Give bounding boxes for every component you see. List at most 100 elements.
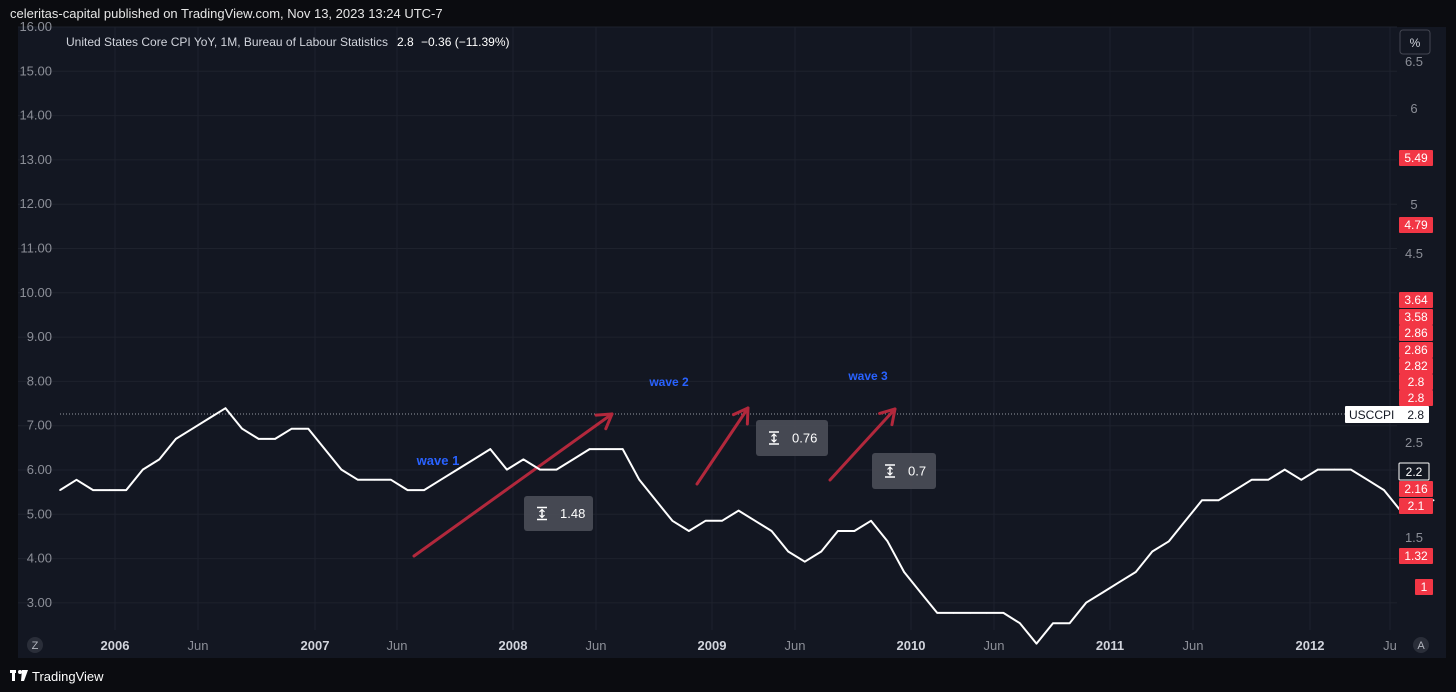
- footer-brand: TradingView: [32, 669, 104, 684]
- data-point: [274, 438, 276, 440]
- data-point: [1432, 499, 1435, 502]
- data-point: [1151, 550, 1154, 553]
- data-point: [439, 479, 442, 481]
- data-point: [870, 520, 872, 522]
- data-point: [390, 479, 392, 481]
- left-axis-tick-label: 4.00: [27, 551, 52, 566]
- trend-arrow-head: [594, 412, 614, 431]
- trend-arrow: [412, 412, 614, 558]
- time-axis-label: Ju: [1383, 638, 1397, 653]
- right-badges: 5.49 4.79 3.64 3.58 2.86 2.86 2.82 2.8 2.8 2.16 2.…: [1399, 150, 1433, 595]
- wave-labels: wave 1 wave 2 wave 3: [416, 369, 888, 468]
- data-point: [1300, 479, 1303, 481]
- data-point: [75, 479, 78, 481]
- left-axis-tick-label: 6.00: [27, 462, 52, 477]
- time-axis-label: 2011: [1096, 638, 1124, 653]
- data-point: [555, 468, 558, 471]
- data-point: [1317, 468, 1319, 471]
- time-axis-label: Jun: [188, 638, 209, 653]
- left-axis-tick-label: 10.00: [19, 285, 52, 300]
- annotation-arrows: [412, 406, 897, 558]
- auto-scale-button[interactable]: A: [1413, 637, 1429, 653]
- trend-arrow-head: [878, 407, 897, 427]
- axis-badge: 1.32: [1399, 548, 1433, 564]
- unit-toggle-label: %: [1410, 36, 1421, 50]
- data-point: [704, 520, 707, 522]
- trend-arrow: [828, 407, 897, 482]
- axis-badge: 1: [1415, 579, 1433, 595]
- data-point: [903, 571, 905, 573]
- auto-scale-button-label: A: [1417, 640, 1425, 652]
- data-point: [307, 427, 310, 430]
- data-point: [787, 550, 789, 553]
- data-point: [539, 468, 541, 471]
- data-point: [605, 448, 607, 450]
- data-point: [1085, 601, 1087, 604]
- trend-arrow-head: [731, 406, 750, 426]
- measure-box[interactable]: 0.76: [756, 420, 828, 456]
- svg-text:2.82: 2.82: [1404, 359, 1428, 373]
- data-point: [208, 417, 210, 420]
- data-point: [1035, 642, 1038, 645]
- left-price-axis: 16.00 15.00 14.00 13.00 12.00 11.00 10.00 9.00 8…: [19, 19, 52, 610]
- svg-text:2.8: 2.8: [1408, 391, 1425, 405]
- measure-boxes: 1.48 0.76 0.7: [524, 420, 936, 531]
- data-point: [1068, 622, 1071, 624]
- data-point: [473, 458, 475, 461]
- axis-badge: 2.16: [1399, 481, 1433, 497]
- left-axis-tick-label: 5.00: [27, 506, 52, 521]
- axis-badge: 2.1: [1399, 498, 1433, 514]
- measure-box[interactable]: 1.48: [524, 496, 593, 531]
- right-axis-tick-label: 4.5: [1405, 246, 1423, 261]
- time-axis-label: 2007: [301, 638, 330, 653]
- zoom-button-left[interactable]: Z: [27, 637, 43, 653]
- data-point: [1002, 612, 1005, 614]
- left-axis-tick-label: 9.00: [27, 329, 52, 344]
- axis-badge: 5.49: [1399, 150, 1433, 166]
- axis-badge: 2.8: [1399, 374, 1433, 390]
- left-axis-tick-label: 12.00: [19, 196, 52, 211]
- axis-badge: 3.58: [1399, 309, 1433, 325]
- data-point: [969, 612, 972, 614]
- time-axis-label: 2012: [1296, 638, 1325, 653]
- data-point: [853, 530, 856, 532]
- data-point: [1184, 520, 1187, 522]
- axis-badge: 4.79: [1399, 217, 1433, 233]
- time-axis-label: Jun: [586, 638, 607, 653]
- data-point: [241, 427, 243, 430]
- legend-change: −0.36 (−11.39%): [421, 35, 510, 49]
- series-layer: [59, 407, 1435, 645]
- measure-value: 1.48: [560, 506, 585, 521]
- left-axis-tick-label: 8.00: [27, 373, 52, 388]
- right-axis-tick-label: 6: [1410, 101, 1417, 116]
- data-point: [423, 489, 425, 491]
- right-axis-tick-label: 1.5: [1405, 530, 1423, 545]
- data-point: [837, 530, 839, 532]
- data-point: [1168, 540, 1170, 543]
- legend-title: United States Core CPI YoY, 1M, Bureau o…: [66, 35, 388, 49]
- data-point: [1052, 622, 1054, 624]
- data-point: [638, 479, 641, 481]
- unit-toggle-button[interactable]: %: [1399, 29, 1431, 55]
- svg-text:2.86: 2.86: [1404, 326, 1428, 340]
- data-point: [820, 550, 823, 553]
- time-axis-label: Jun: [984, 638, 1005, 653]
- time-axis-label: 2010: [897, 638, 926, 653]
- left-axis-tick-label: 11.00: [20, 241, 52, 256]
- right-axis-tick-label: 5: [1410, 197, 1417, 212]
- data-point: [506, 468, 508, 471]
- data-point: [1234, 489, 1236, 491]
- svg-text:2.86: 2.86: [1404, 343, 1428, 357]
- left-axis-tick-label: 14.00: [19, 108, 52, 123]
- axis-badge: 2.82: [1399, 358, 1433, 374]
- chart-panel: [18, 27, 1446, 658]
- current-value-tag: 2.2: [1398, 462, 1430, 481]
- trend-arrow: [695, 406, 750, 486]
- data-point: [1201, 499, 1203, 502]
- data-point: [770, 530, 773, 532]
- measure-box[interactable]: 0.7: [872, 453, 936, 489]
- left-axis-tick-label: 16.00: [19, 19, 52, 34]
- data-point: [737, 509, 740, 512]
- data-point: [489, 448, 492, 450]
- svg-text:5.49: 5.49: [1404, 151, 1428, 165]
